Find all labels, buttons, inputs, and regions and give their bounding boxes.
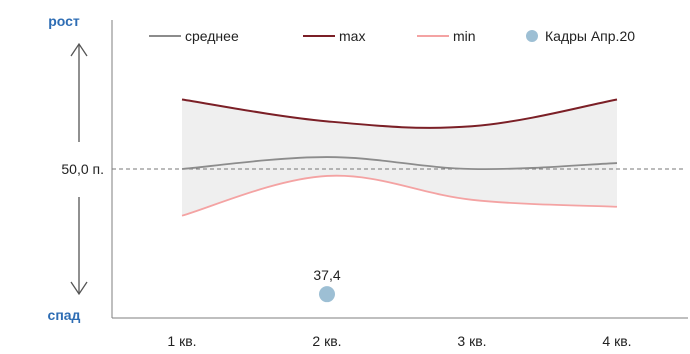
legend-label-max: max bbox=[339, 28, 365, 44]
series-line-max bbox=[181, 98, 618, 129]
reference-label: 50,0 п. bbox=[61, 161, 104, 177]
x-tick-label: 3 кв. bbox=[457, 333, 486, 349]
growth-label: рост bbox=[48, 13, 80, 29]
legend-label-min: min bbox=[453, 28, 476, 44]
x-tick-labels: 1 кв. 2 кв. 3 кв. 4 кв. bbox=[167, 333, 631, 349]
point-marker bbox=[319, 286, 335, 303]
series-line-среднее bbox=[181, 156, 618, 171]
legend-swatch-point bbox=[526, 30, 538, 42]
series-line-min bbox=[181, 174, 618, 217]
legend-label-point: Кадры Апр.20 bbox=[545, 28, 635, 44]
decline-label: спад bbox=[48, 307, 81, 323]
x-tick-label: 4 кв. bbox=[602, 333, 631, 349]
x-tick-label: 2 кв. bbox=[312, 333, 341, 349]
point-data-label: 37,4 bbox=[313, 267, 340, 283]
legend-label-среднее: среднее bbox=[185, 28, 239, 44]
point-layer: 37,4 bbox=[313, 267, 341, 303]
x-tick-label: 1 кв. bbox=[167, 333, 196, 349]
legend: среднее max min Кадры Апр.20 bbox=[149, 28, 635, 44]
series-layer bbox=[181, 98, 618, 217]
decline-arrow bbox=[70, 197, 88, 296]
min-max-band bbox=[182, 99, 617, 216]
growth-arrow bbox=[70, 42, 88, 142]
